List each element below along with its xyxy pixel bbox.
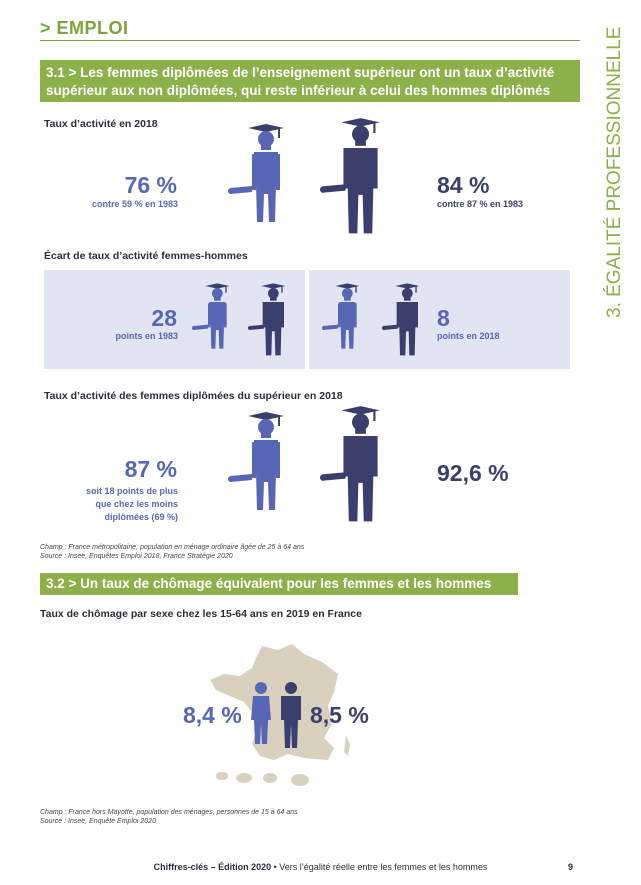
section-3-2-banner: 3.2 > Un taux de chômage équivalent pour… — [40, 573, 518, 595]
footer-subtitle: • Vers l’égalité réelle entre les femmes… — [271, 862, 488, 872]
block1-men-value: 84 % — [437, 172, 490, 198]
woman-icon — [251, 682, 271, 744]
gap-2018-value: 8 — [437, 305, 450, 331]
man-graduate-icon — [320, 116, 384, 244]
block3-women-sub-3: diplômées (69 %) — [104, 512, 178, 522]
block1-men-sub: contre 87 % en 1983 — [437, 199, 524, 209]
block1-women-value: 76 % — [124, 172, 177, 198]
side-label-text: 3. ÉGALITÉ PROFESSIONNELLE — [604, 27, 625, 318]
svg-text:3. ÉGALITÉ PROFESSIONNELLE: 3. ÉGALITÉ PROFESSIONNELLE — [604, 27, 625, 318]
block3-men-value: 92,6 % — [437, 460, 509, 486]
woman-graduate-icon — [228, 410, 288, 530]
block3-women-sub-1: soit 18 points de plus — [85, 486, 178, 496]
woman-graduate-icon — [322, 282, 362, 362]
side-label: 3. ÉGALITÉ PROFESSIONNELLE — [592, 18, 632, 318]
man-icon — [281, 682, 301, 748]
man-graduate-icon — [248, 282, 288, 362]
block1-women-sub: contre 59 % en 1983 — [91, 199, 178, 209]
s32-label: Taux de chômage par sexe chez les 15-64 … — [40, 608, 362, 620]
unemployment-women-value: 8,4 % — [183, 702, 242, 728]
woman-graduate-icon — [228, 122, 288, 242]
gap-2018-sub: points en 2018 — [437, 331, 500, 341]
man-graduate-icon — [382, 282, 422, 362]
block1-label: Taux d’activité en 2018 — [44, 118, 158, 130]
block3-women-value: 87 % — [124, 456, 177, 482]
s32-note-source: Source : Insee, Enquête Emploi 2020 — [40, 818, 156, 825]
footer-publication: Chiffres-clés – Édition 2020 — [153, 862, 272, 872]
s32-note-champ: Champ : France hors Mayotte, population … — [40, 809, 298, 816]
france-map — [210, 644, 350, 786]
section-3-1-banner: 3.1 > Les femmes diplômées de l’enseigne… — [40, 60, 580, 102]
s31-note-source: Source : Insee, Enquêtes Emploi 2018, Fr… — [40, 553, 233, 560]
page-footer: Chiffres-clés – Édition 2020 • Vers l’ég… — [0, 862, 641, 872]
gap-1983-sub: points en 1983 — [115, 331, 178, 341]
unemployment-men-value: 8,5 % — [310, 702, 369, 728]
gap-1983-value: 28 — [151, 305, 177, 331]
gap-1983-panel — [44, 270, 305, 369]
man-graduate-icon — [320, 404, 384, 532]
block2-label: Écart de taux d’activité femmes-hommes — [44, 250, 248, 262]
block3-women-sub-2: que chez les moins — [95, 499, 178, 509]
section-rule — [40, 40, 580, 41]
woman-graduate-icon — [192, 282, 232, 362]
section-title: > EMPLOI — [40, 18, 129, 38]
block3-label: Taux d’activité des femmes diplômées du … — [44, 390, 343, 402]
page-number: 9 — [568, 862, 574, 872]
s31-note-champ: Champ : France métropolitaine, populatio… — [40, 544, 305, 551]
